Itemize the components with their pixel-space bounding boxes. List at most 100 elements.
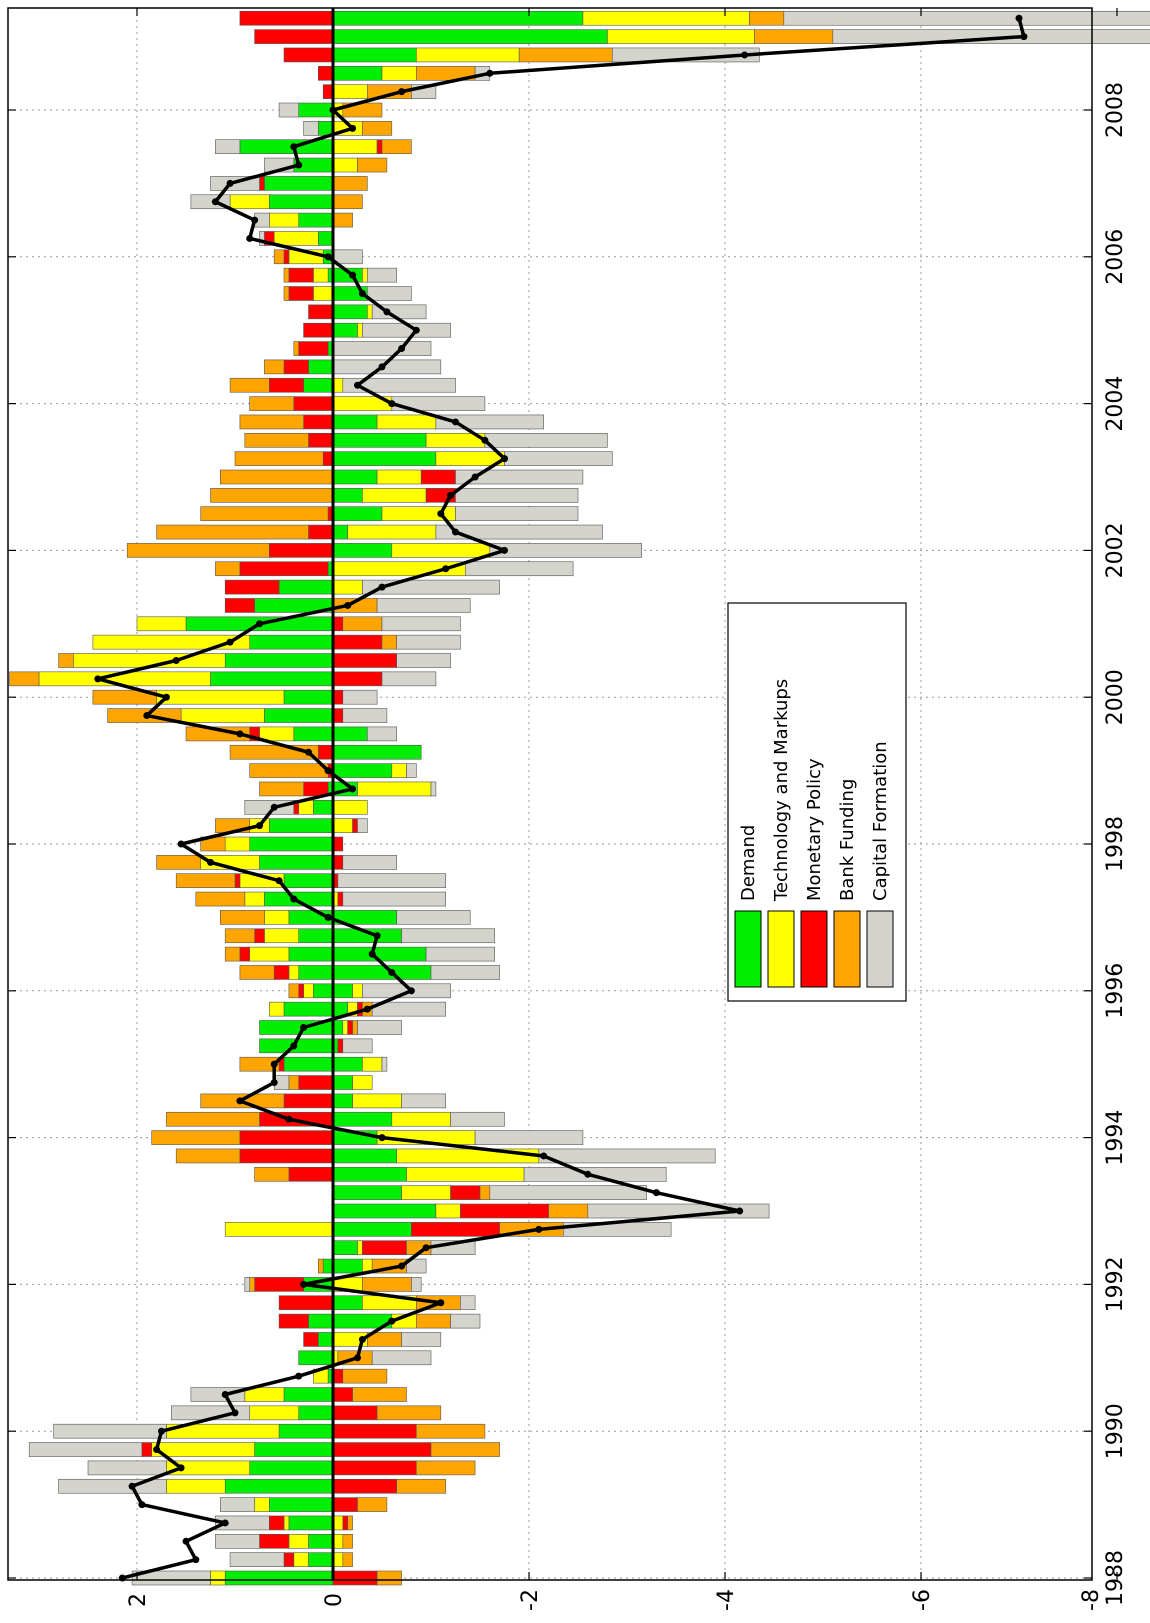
bar-segment xyxy=(332,1240,358,1255)
bar-segment xyxy=(283,359,309,375)
bar-segment xyxy=(239,561,329,577)
bar-segment xyxy=(224,946,241,962)
bar-segment xyxy=(337,1038,344,1054)
bar-segment xyxy=(249,1277,255,1292)
bar-segment xyxy=(376,1405,442,1421)
bar-segment xyxy=(9,671,40,687)
bar-segment xyxy=(288,1075,299,1090)
bar-segment xyxy=(484,432,608,448)
total-point xyxy=(1015,14,1023,22)
bar-segment xyxy=(332,744,422,760)
total-point xyxy=(158,1427,165,1435)
bar-segment xyxy=(259,1534,290,1549)
bar-segment xyxy=(332,10,584,26)
bar-segment xyxy=(332,524,348,540)
total-point xyxy=(349,785,357,793)
bar-segment xyxy=(283,286,290,301)
bar-segment xyxy=(254,1497,270,1512)
total-point xyxy=(329,106,337,114)
bar-segment xyxy=(342,377,456,393)
total-point xyxy=(1020,33,1028,41)
total-point xyxy=(412,326,420,334)
total-point xyxy=(398,88,406,96)
legend-swatch xyxy=(767,910,795,988)
total-point xyxy=(407,987,415,995)
bar-segment xyxy=(366,267,397,283)
bar-segment xyxy=(156,524,309,540)
bar-segment xyxy=(332,488,363,503)
bar-segment xyxy=(376,1570,402,1586)
bar-segment xyxy=(754,29,834,44)
year-tick-label: 1992 xyxy=(1103,1256,1128,1312)
bar-segment xyxy=(317,744,334,760)
bar-segment xyxy=(220,910,265,925)
total-point xyxy=(368,950,376,958)
total-point xyxy=(324,767,332,775)
total-point xyxy=(584,1170,592,1178)
bar-segment xyxy=(210,1570,226,1586)
total-point xyxy=(486,69,494,77)
bar-segment xyxy=(303,1332,319,1347)
bar-segment xyxy=(239,139,334,154)
bar-segment xyxy=(303,414,334,430)
bar-segment xyxy=(332,66,383,81)
total-point xyxy=(358,290,366,297)
total-line xyxy=(94,14,1028,1582)
bar-segment xyxy=(224,928,255,944)
bar-segment xyxy=(317,231,334,246)
bar-segment xyxy=(259,176,265,191)
total-point xyxy=(344,601,352,609)
value-tick-label: -4 xyxy=(714,1589,739,1611)
total-point xyxy=(207,858,214,866)
bar-segment xyxy=(420,469,456,485)
bar-segment xyxy=(249,946,290,962)
bar-segment xyxy=(195,891,246,907)
bar-segment xyxy=(332,451,437,466)
bar-segment xyxy=(366,726,397,742)
bar-segment xyxy=(332,579,363,595)
bar-segment xyxy=(268,1515,285,1531)
bar-segment xyxy=(357,781,432,797)
bar-segment xyxy=(366,286,412,301)
bar-segment xyxy=(332,1203,437,1219)
bar-segment xyxy=(313,799,334,815)
total-point xyxy=(652,1189,660,1197)
bar-segment xyxy=(362,1056,383,1072)
bar-segment xyxy=(332,157,358,173)
bar-segment xyxy=(58,1478,167,1494)
bar-segment xyxy=(342,1020,348,1035)
bar-segment xyxy=(332,194,363,210)
bar-segment xyxy=(234,873,241,889)
bar-segment xyxy=(151,1130,241,1145)
bar-segment xyxy=(450,1111,505,1127)
bar-segment xyxy=(234,451,324,466)
bar-segment xyxy=(332,726,368,742)
bar-segment xyxy=(396,1148,540,1164)
bar-segment xyxy=(303,322,334,338)
bar-segment xyxy=(317,1258,324,1274)
bar-segment xyxy=(313,267,329,283)
year-tick-label: 2000 xyxy=(1103,669,1128,725)
total-point xyxy=(162,693,170,701)
total-point xyxy=(94,675,102,683)
bar-segment xyxy=(332,1460,417,1476)
bar-segment xyxy=(357,1497,388,1512)
legend-swatch xyxy=(833,910,861,988)
bar-segment xyxy=(244,1277,251,1292)
bar-segment xyxy=(401,1185,451,1200)
bar-segment xyxy=(308,1552,334,1567)
bar-segment xyxy=(489,1185,647,1200)
bar-segment xyxy=(362,1277,412,1292)
bar-segment xyxy=(215,139,241,154)
bar-segment xyxy=(239,10,334,26)
bar-segment xyxy=(224,836,250,852)
year-tick-label: 2008 xyxy=(1103,82,1128,138)
total-point xyxy=(285,1115,293,1123)
bar-segment xyxy=(332,1405,378,1421)
bar-segment xyxy=(479,1185,491,1200)
total-point xyxy=(373,932,381,940)
bar-segment xyxy=(224,598,255,613)
bar-segment xyxy=(783,10,1150,26)
bar-segment xyxy=(391,763,407,778)
